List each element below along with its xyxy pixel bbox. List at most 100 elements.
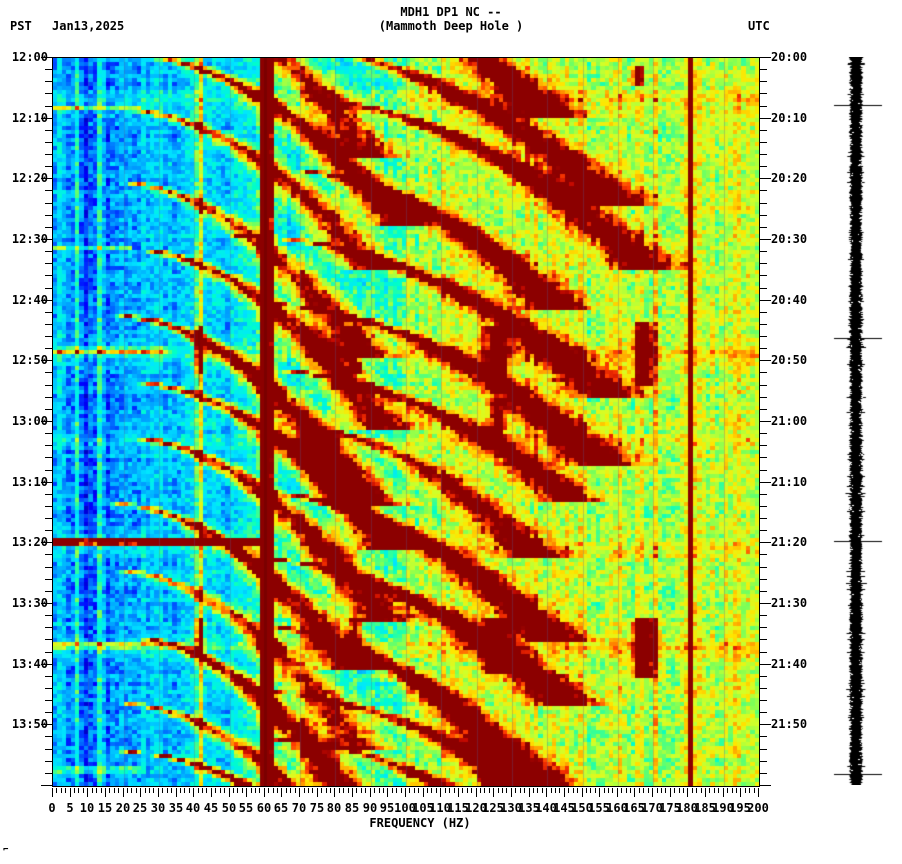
time-tick-minor-left bbox=[45, 627, 52, 628]
frequency-label: 60 bbox=[256, 801, 272, 815]
time-tick-minor-left bbox=[45, 615, 52, 616]
time-tick-minor-left bbox=[45, 712, 52, 713]
frequency-tick-minor bbox=[502, 788, 503, 793]
frequency-axis-title: FREQUENCY (HZ) bbox=[0, 816, 902, 830]
time-tick-major-right bbox=[760, 603, 771, 604]
frequency-tick-minor bbox=[542, 788, 543, 793]
frequency-tick-major bbox=[652, 788, 653, 797]
seismogram-trace-panel[interactable] bbox=[830, 57, 890, 785]
frequency-tick-minor bbox=[392, 788, 393, 793]
time-tick-minor-right bbox=[760, 700, 767, 701]
time-tick-minor-left bbox=[45, 215, 52, 216]
frequency-tick-minor bbox=[643, 788, 644, 793]
frequency-label: 155 bbox=[588, 801, 610, 815]
frequency-tick-minor bbox=[127, 788, 128, 793]
time-tick-minor-right bbox=[760, 457, 767, 458]
time-tick-minor-left bbox=[45, 263, 52, 264]
frequency-tick-minor bbox=[401, 788, 402, 793]
frequency-tick-minor bbox=[96, 788, 97, 793]
frequency-tick-minor bbox=[608, 788, 609, 793]
frequency-tick-minor bbox=[590, 788, 591, 793]
spectrogram-plot[interactable] bbox=[52, 57, 760, 787]
time-tick-minor-right bbox=[760, 518, 767, 519]
time-tick-minor-left bbox=[45, 69, 52, 70]
frequency-tick-minor bbox=[409, 788, 410, 793]
time-tick-major-right bbox=[760, 664, 771, 665]
frequency-tick-major bbox=[193, 788, 194, 797]
frequency-label: 50 bbox=[221, 801, 237, 815]
time-tick-minor-right bbox=[760, 81, 767, 82]
time-tick-major-right bbox=[760, 178, 771, 179]
frequency-label: 160 bbox=[606, 801, 628, 815]
time-tick-minor-right bbox=[760, 433, 767, 434]
frequency-tick-minor bbox=[189, 788, 190, 793]
frequency-tick-minor bbox=[489, 788, 490, 793]
time-label-pst: 12:10 bbox=[11, 111, 48, 125]
time-tick-minor-left bbox=[45, 470, 52, 471]
time-tick-minor-left bbox=[45, 336, 52, 337]
time-tick-minor-right bbox=[760, 591, 767, 592]
frequency-label: 200 bbox=[747, 801, 769, 815]
frequency-tick-major bbox=[281, 788, 282, 797]
frequency-tick-minor bbox=[286, 788, 287, 793]
time-tick-minor-right bbox=[760, 324, 767, 325]
time-tick-minor-right bbox=[760, 348, 767, 349]
frequency-tick-minor bbox=[118, 788, 119, 793]
frequency-tick-major bbox=[52, 788, 53, 797]
date-label: Jan13,2025 bbox=[52, 19, 125, 33]
frequency-label: 20 bbox=[115, 801, 131, 815]
frequency-tick-minor bbox=[255, 788, 256, 793]
frequency-label: 25 bbox=[132, 801, 148, 815]
time-tick-minor-right bbox=[760, 190, 767, 191]
time-tick-minor-left bbox=[45, 736, 52, 737]
frequency-tick-minor bbox=[224, 788, 225, 793]
frequency-tick-major bbox=[634, 788, 635, 797]
time-tick-minor-right bbox=[760, 227, 767, 228]
frequency-tick-major bbox=[599, 788, 600, 797]
time-tick-minor-right bbox=[760, 554, 767, 555]
time-tick-minor-left bbox=[45, 676, 52, 677]
frequency-tick-minor bbox=[114, 788, 115, 793]
frequency-label: 145 bbox=[553, 801, 575, 815]
time-tick-minor-right bbox=[760, 215, 767, 216]
time-tick-major-right bbox=[760, 360, 771, 361]
time-tick-minor-left bbox=[45, 567, 52, 568]
frequency-tick-minor bbox=[312, 788, 313, 793]
frequency-tick-minor bbox=[524, 788, 525, 793]
frequency-tick-minor bbox=[101, 788, 102, 793]
frequency-label: 45 bbox=[203, 801, 219, 815]
time-tick-minor-right bbox=[760, 676, 767, 677]
frequency-label: 165 bbox=[623, 801, 645, 815]
frequency-tick-minor bbox=[361, 788, 362, 793]
frequency-tick-minor bbox=[630, 788, 631, 793]
frequency-tick-major bbox=[246, 788, 247, 797]
frequency-tick-minor bbox=[418, 788, 419, 793]
frequency-tick-minor bbox=[701, 788, 702, 793]
frequency-tick-minor bbox=[573, 788, 574, 793]
frequency-tick-major bbox=[264, 788, 265, 797]
frequency-tick-minor bbox=[184, 788, 185, 793]
frequency-tick-minor bbox=[414, 788, 415, 793]
time-tick-minor-left bbox=[45, 288, 52, 289]
frequency-tick-minor bbox=[559, 788, 560, 793]
time-tick-minor-right bbox=[760, 615, 767, 616]
frequency-tick-minor bbox=[167, 788, 168, 793]
frequency-tick-major bbox=[423, 788, 424, 797]
frequency-label: 140 bbox=[535, 801, 557, 815]
frequency-tick-minor bbox=[657, 788, 658, 793]
time-label-utc: 20:10 bbox=[771, 111, 808, 125]
time-tick-minor-right bbox=[760, 749, 767, 750]
frequency-label: 105 bbox=[412, 801, 434, 815]
time-tick-major-right bbox=[760, 482, 771, 483]
frequency-tick-minor bbox=[674, 788, 675, 793]
time-tick-minor-right bbox=[760, 470, 767, 471]
time-label-utc: 20:20 bbox=[771, 171, 808, 185]
frequency-tick-minor bbox=[506, 788, 507, 793]
time-tick-minor-left bbox=[45, 457, 52, 458]
time-tick-minor-right bbox=[760, 372, 767, 373]
frequency-tick-major bbox=[476, 788, 477, 797]
frequency-label: 0 bbox=[48, 801, 56, 815]
time-tick-minor-left bbox=[45, 591, 52, 592]
frequency-label: 35 bbox=[168, 801, 184, 815]
time-tick-minor-right bbox=[760, 773, 767, 774]
